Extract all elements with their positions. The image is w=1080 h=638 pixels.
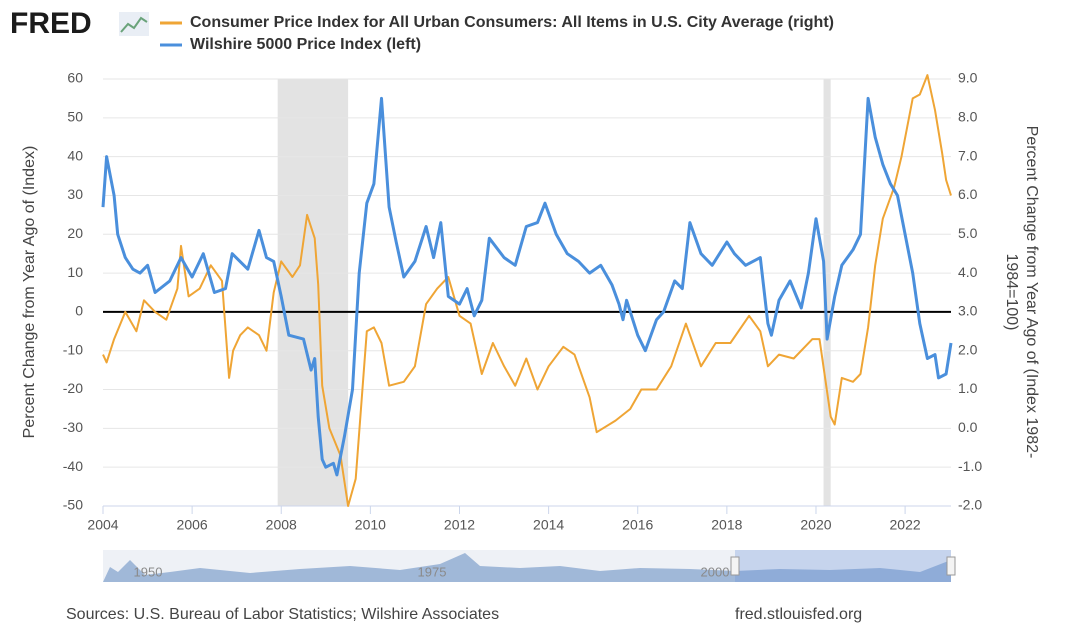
- y2-tick-label: 0.0: [958, 419, 978, 435]
- y-tick-label: -50: [63, 497, 83, 513]
- y2-tick-label: -1.0: [958, 458, 982, 474]
- series-line: [102, 74, 952, 507]
- logo-icon: [119, 12, 149, 36]
- series-line: [101, 96, 953, 477]
- y-tick-label: -40: [63, 458, 83, 474]
- y-tick-label: 20: [67, 225, 83, 241]
- y-tick-label: 0: [75, 303, 83, 319]
- y-tick-label: -20: [63, 380, 83, 396]
- recession-shade: [277, 79, 349, 506]
- y-tick-label: 30: [67, 186, 83, 202]
- y-tick-label: 60: [67, 70, 83, 86]
- y-tick-label: 40: [67, 147, 83, 163]
- navigator-label: 1950: [134, 564, 163, 579]
- y2-tick-label: 7.0: [958, 147, 978, 163]
- y-tick-label: 50: [67, 109, 83, 125]
- y2-tick-label: 4.0: [958, 264, 978, 280]
- y2-axis-title: Percent Change from Year Ago of (Index 1…: [1023, 126, 1040, 459]
- y2-tick-label: 3.0: [958, 303, 978, 319]
- x-tick-label: 2022: [890, 517, 921, 533]
- y2-tick-label: 9.0: [958, 70, 978, 86]
- logo[interactable]: FRED: [10, 7, 92, 40]
- y-axis-title: Percent Change from Year Ago of (Index): [21, 146, 38, 439]
- navigator-label: 2000: [701, 564, 730, 579]
- navigator[interactable]: [103, 550, 956, 582]
- x-tick-label: 2008: [266, 517, 297, 533]
- x-tick-label: 2020: [800, 517, 831, 533]
- y-tick-label: -10: [63, 341, 83, 357]
- y-tick-label: 10: [67, 264, 83, 280]
- x-tick-label: 2004: [87, 517, 118, 533]
- y-tick-label: -30: [63, 419, 83, 435]
- x-tick-label: 2014: [533, 517, 564, 533]
- y2-tick-label: 2.0: [958, 341, 978, 357]
- x-tick-label: 2006: [177, 517, 208, 533]
- y2-tick-label: 8.0: [958, 109, 978, 125]
- y2-axis-title: 1984=100): [1003, 254, 1020, 331]
- recession-shade: [823, 79, 831, 506]
- plot-area: [101, 74, 953, 514]
- legend-entry: Consumer Price Index for All Urban Consu…: [190, 14, 834, 31]
- x-tick-label: 2012: [444, 517, 475, 533]
- x-tick-label: 2018: [711, 517, 742, 533]
- y2-tick-label: 5.0: [958, 225, 978, 241]
- site-link[interactable]: fred.stlouisfed.org: [735, 606, 862, 623]
- y2-tick-label: 6.0: [958, 186, 978, 202]
- sources: Sources: U.S. Bureau of Labor Statistics…: [66, 606, 499, 623]
- y2-tick-label: -2.0: [958, 497, 982, 513]
- x-tick-label: 2010: [355, 517, 386, 533]
- y2-tick-label: 1.0: [958, 380, 978, 396]
- x-tick-label: 2016: [622, 517, 653, 533]
- legend-entry: Wilshire 5000 Price Index (left): [190, 36, 421, 53]
- navigator-label: 1975: [418, 564, 447, 579]
